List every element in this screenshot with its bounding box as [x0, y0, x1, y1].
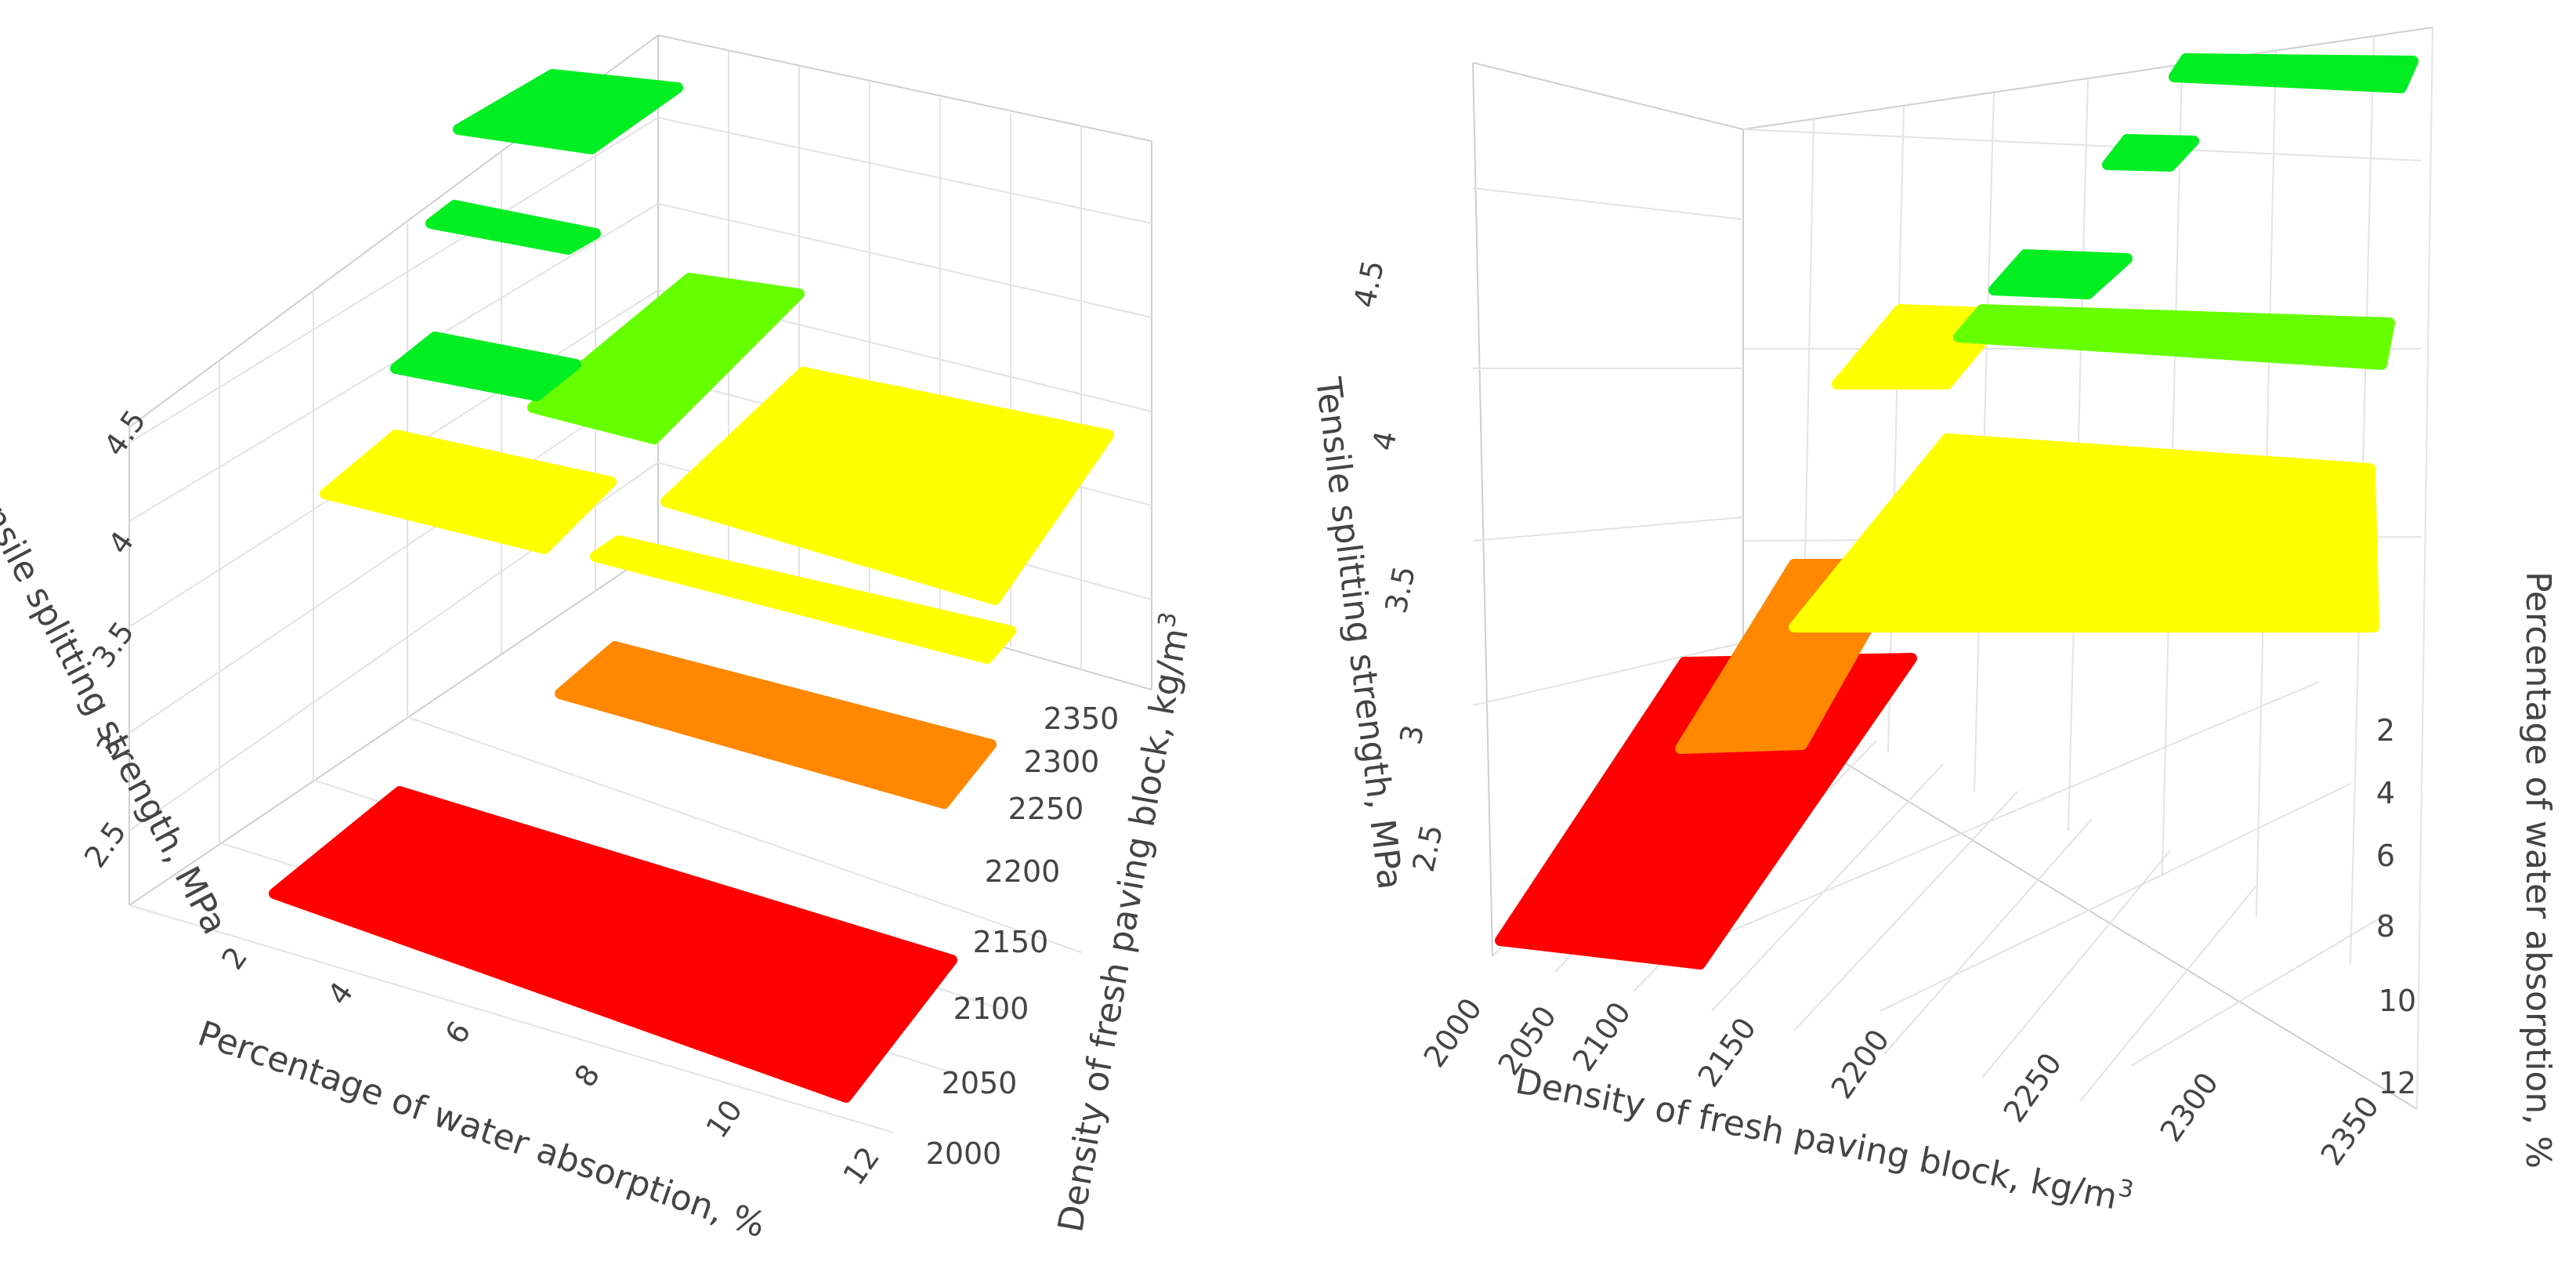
left-level-red: [269, 786, 957, 1103]
left-level-yellow-left: [320, 429, 617, 554]
right-y-axis-label: Percentage of water absorption, %: [2518, 571, 2558, 1169]
left-z-tick: 4: [101, 525, 140, 560]
right-x-tick: 2300: [2154, 1066, 2226, 1147]
right-y-tick: 4: [2376, 776, 2395, 810]
right-z-tick: 2.5: [1406, 821, 1449, 875]
right-level-green-mid: [2102, 134, 2199, 172]
left-y-tick: 2350: [1044, 701, 1120, 736]
right-y-tick: 6: [2376, 839, 2395, 873]
right-x-tick: 2250: [1997, 1046, 2069, 1128]
left-y-tick: 2000: [926, 1136, 1002, 1171]
right-y-tick: 8: [2376, 909, 2395, 944]
right-x-tick: 2100: [1566, 995, 1638, 1077]
left-y-ticks: 2000 2050 2100 2150 2200 2250 2300 2350: [926, 701, 1120, 1171]
right-chart: 2.5 3 3.5 4 4.5 Tensile splitting streng…: [1308, 27, 2558, 1217]
left-y-tick: 2100: [953, 991, 1029, 1026]
right-level-lime: [1953, 304, 2395, 370]
left-level-green-low: [390, 332, 581, 401]
left-y-tick: 2050: [942, 1066, 1018, 1100]
left-chart: 2.5 3 3.5 4 4.5 Tensile splitting streng…: [0, 34, 1196, 1245]
left-z-tick: 2.5: [78, 815, 133, 874]
left-surfaces: [269, 69, 1114, 1103]
left-level-green-top: [453, 69, 683, 154]
right-level-green-top: [2169, 53, 2419, 93]
left-level-lime: [527, 273, 805, 444]
right-y-tick: 2: [2376, 713, 2395, 748]
right-y-tick: 12: [2379, 1066, 2416, 1100]
left-level-green-mid: [425, 200, 601, 255]
left-y-tick: 2250: [1008, 792, 1084, 826]
right-y-ticks: 2 4 6 8 10 12: [2376, 713, 2416, 1100]
left-x-tick: 4: [320, 976, 360, 1011]
left-y-tick: 2200: [985, 854, 1061, 889]
right-level-green-low: [1988, 249, 2133, 299]
left-x-tick: 12: [836, 1140, 886, 1191]
right-x-tick: 2150: [1691, 1011, 1764, 1093]
left-y-tick: 2150: [973, 925, 1049, 959]
right-y-tick: 10: [2379, 984, 2416, 1018]
right-z-tick: 3: [1393, 722, 1431, 748]
left-x-axis-label: Percentage of water absorption, %: [193, 1013, 770, 1245]
right-x-tick: 2200: [1825, 1023, 1897, 1104]
left-x-tick: 2: [215, 941, 254, 976]
right-z-ticks: 2.5 3 3.5 4 4.5: [1347, 257, 1449, 875]
left-level-yellow-big: [660, 367, 1114, 605]
right-level-yellow-big: [1789, 433, 2379, 632]
right-x-tick: 2350: [2314, 1089, 2386, 1171]
right-x-tick: 2000: [1417, 991, 1489, 1073]
right-z-tick: 4.5: [1347, 257, 1391, 310]
left-x-tick: 10: [699, 1093, 749, 1144]
right-z-tick: 3.5: [1378, 563, 1422, 616]
left-level-yellow-strip: [590, 535, 1016, 664]
left-x-tick: 6: [438, 1015, 477, 1050]
left-y-tick: 2300: [1024, 745, 1100, 779]
left-level-orange: [555, 641, 997, 809]
right-surfaces: [1495, 53, 2419, 969]
left-x-tick: 8: [567, 1058, 606, 1093]
right-z-tick: 4: [1366, 428, 1403, 454]
left-z-tick: 4.5: [97, 404, 153, 462]
